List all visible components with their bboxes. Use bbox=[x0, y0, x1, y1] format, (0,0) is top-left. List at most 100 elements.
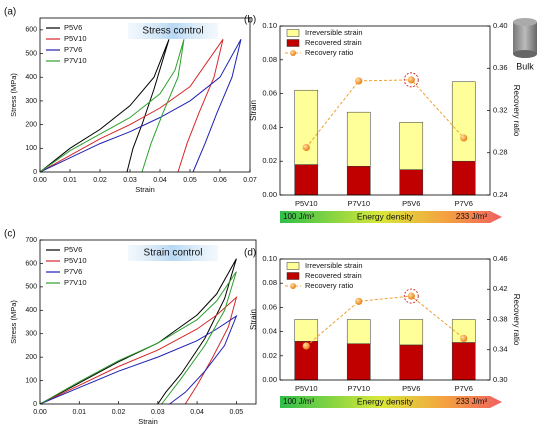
x-axis-label: Strain bbox=[138, 417, 158, 426]
y-axis-label: Stress (MPa) bbox=[9, 300, 18, 344]
y-tick-label: 0.08 bbox=[262, 55, 277, 64]
x-tick-label: P7V6 bbox=[455, 199, 473, 208]
bar-segment bbox=[399, 344, 424, 381]
y-axis-label: Strain bbox=[249, 309, 258, 330]
legend-label: P5V6 bbox=[64, 23, 82, 32]
panel-label: (b) bbox=[244, 15, 256, 26]
energy-label: Energy density bbox=[357, 211, 414, 221]
ratio-point bbox=[302, 342, 310, 350]
plot-frame bbox=[39, 17, 251, 173]
x-tick-label: 0.06 bbox=[213, 177, 227, 184]
bar-segment bbox=[294, 164, 319, 196]
x-tick-label: 0.02 bbox=[93, 177, 107, 184]
energy-low: 100 J/m³ bbox=[283, 212, 314, 221]
legend-label: Irreversible strain bbox=[305, 28, 363, 37]
bulk-icon bbox=[513, 18, 537, 58]
y-tick-label: 200 bbox=[25, 121, 37, 128]
y-axis-label: Stress (MPa) bbox=[9, 73, 18, 117]
x-tick-label: 0.04 bbox=[153, 177, 167, 184]
annotation: Bulk bbox=[516, 61, 534, 71]
annotation-box bbox=[128, 245, 218, 261]
x-tick-label: 0.07 bbox=[243, 177, 257, 184]
legend-label: P7V10 bbox=[64, 56, 87, 65]
y-tick-label: 0.06 bbox=[262, 302, 277, 311]
bar-segment bbox=[346, 166, 371, 196]
annotation: Stress control bbox=[142, 26, 203, 37]
legend-swatch bbox=[286, 29, 300, 37]
y-tick-label: 100 bbox=[25, 377, 37, 384]
bar-segment bbox=[346, 111, 371, 167]
y2-tick-label: 0.40 bbox=[493, 21, 508, 30]
energy-low: 100 J/m³ bbox=[283, 397, 314, 406]
ratio-point bbox=[302, 143, 310, 152]
x-tick-label: P7V10 bbox=[347, 384, 370, 393]
x-tick-label: 0.01 bbox=[72, 409, 86, 416]
y-axis-label: Strain bbox=[249, 100, 258, 121]
legend-label: P7V6 bbox=[64, 267, 82, 276]
bar-segment bbox=[451, 81, 476, 162]
y-tick-label: 0 bbox=[33, 401, 37, 408]
energy-label: Energy density bbox=[357, 396, 414, 406]
highlight-ring bbox=[403, 288, 419, 304]
x-axis-label: Strain bbox=[135, 185, 155, 194]
y-tick-label: 0.04 bbox=[262, 122, 277, 131]
y-tick-label: 400 bbox=[25, 307, 37, 314]
ratio-point bbox=[460, 134, 468, 142]
curve bbox=[39, 39, 242, 173]
legend-label: P5V6 bbox=[64, 245, 82, 254]
curve bbox=[39, 39, 170, 173]
y2-axis-label: Recovery ratio bbox=[512, 85, 521, 137]
plot-frame bbox=[39, 239, 257, 405]
x-tick-label: P5V6 bbox=[402, 384, 420, 393]
bar-segment bbox=[294, 89, 319, 165]
y2-tick-label: 0.24 bbox=[493, 190, 508, 199]
bar-segment bbox=[346, 319, 371, 344]
plot-frame bbox=[279, 258, 491, 381]
bar-segment bbox=[451, 319, 476, 343]
ratio-point bbox=[355, 297, 363, 305]
y2-tick-label: 0.30 bbox=[493, 375, 508, 384]
x-tick-label: P5V10 bbox=[295, 384, 318, 393]
panel-label: (a) bbox=[4, 7, 16, 18]
x-tick-label: 0.00 bbox=[33, 409, 47, 416]
y2-axis-label: Recovery ratio bbox=[512, 294, 521, 346]
bar-segment bbox=[399, 319, 424, 346]
ratio-point bbox=[407, 292, 415, 300]
x-tick-label: 0.05 bbox=[183, 177, 197, 184]
x-tick-label: 0.04 bbox=[190, 409, 204, 416]
ratio-point bbox=[355, 77, 363, 85]
y-tick-label: 0.04 bbox=[262, 327, 277, 336]
x-tick-label: P5V10 bbox=[295, 199, 318, 208]
y2-tick-label: 0.38 bbox=[493, 314, 508, 323]
y-tick-label: 300 bbox=[25, 331, 37, 338]
curve bbox=[39, 314, 238, 405]
x-tick-label: P5V6 bbox=[402, 199, 420, 208]
y-tick-label: 0.02 bbox=[262, 351, 277, 360]
bar-segment bbox=[451, 342, 476, 381]
x-tick-label: 0.05 bbox=[230, 409, 244, 416]
energy-high: 233 J/m³ bbox=[456, 212, 487, 221]
annotation: Strain control bbox=[144, 248, 203, 259]
bar-segment bbox=[399, 169, 424, 196]
x-tick-label: P7V6 bbox=[455, 384, 473, 393]
y-tick-label: 0.02 bbox=[262, 156, 277, 165]
y-tick-label: 600 bbox=[25, 27, 37, 34]
y-tick-label: 400 bbox=[25, 74, 37, 81]
energy-high: 233 J/m³ bbox=[456, 397, 487, 406]
legend-label: Recovered strain bbox=[305, 271, 362, 280]
panel-label: (d) bbox=[244, 248, 256, 259]
y-tick-label: 700 bbox=[25, 237, 37, 244]
bar-segment bbox=[399, 122, 424, 170]
ratio-point bbox=[460, 334, 468, 343]
y2-tick-label: 0.46 bbox=[493, 254, 508, 263]
y-tick-label: 0.08 bbox=[262, 278, 277, 287]
bar-segment bbox=[346, 343, 371, 381]
y-tick-label: 100 bbox=[25, 145, 37, 152]
x-tick-label: 0.03 bbox=[151, 409, 165, 416]
legend-label: P5V10 bbox=[64, 34, 87, 43]
y2-tick-label: 0.42 bbox=[493, 284, 508, 293]
legend-label: Recovery ratio bbox=[305, 281, 353, 290]
legend-label: P5V10 bbox=[64, 256, 87, 265]
y-tick-label: 0.06 bbox=[262, 89, 277, 98]
x-tick-label: 0.02 bbox=[112, 409, 126, 416]
